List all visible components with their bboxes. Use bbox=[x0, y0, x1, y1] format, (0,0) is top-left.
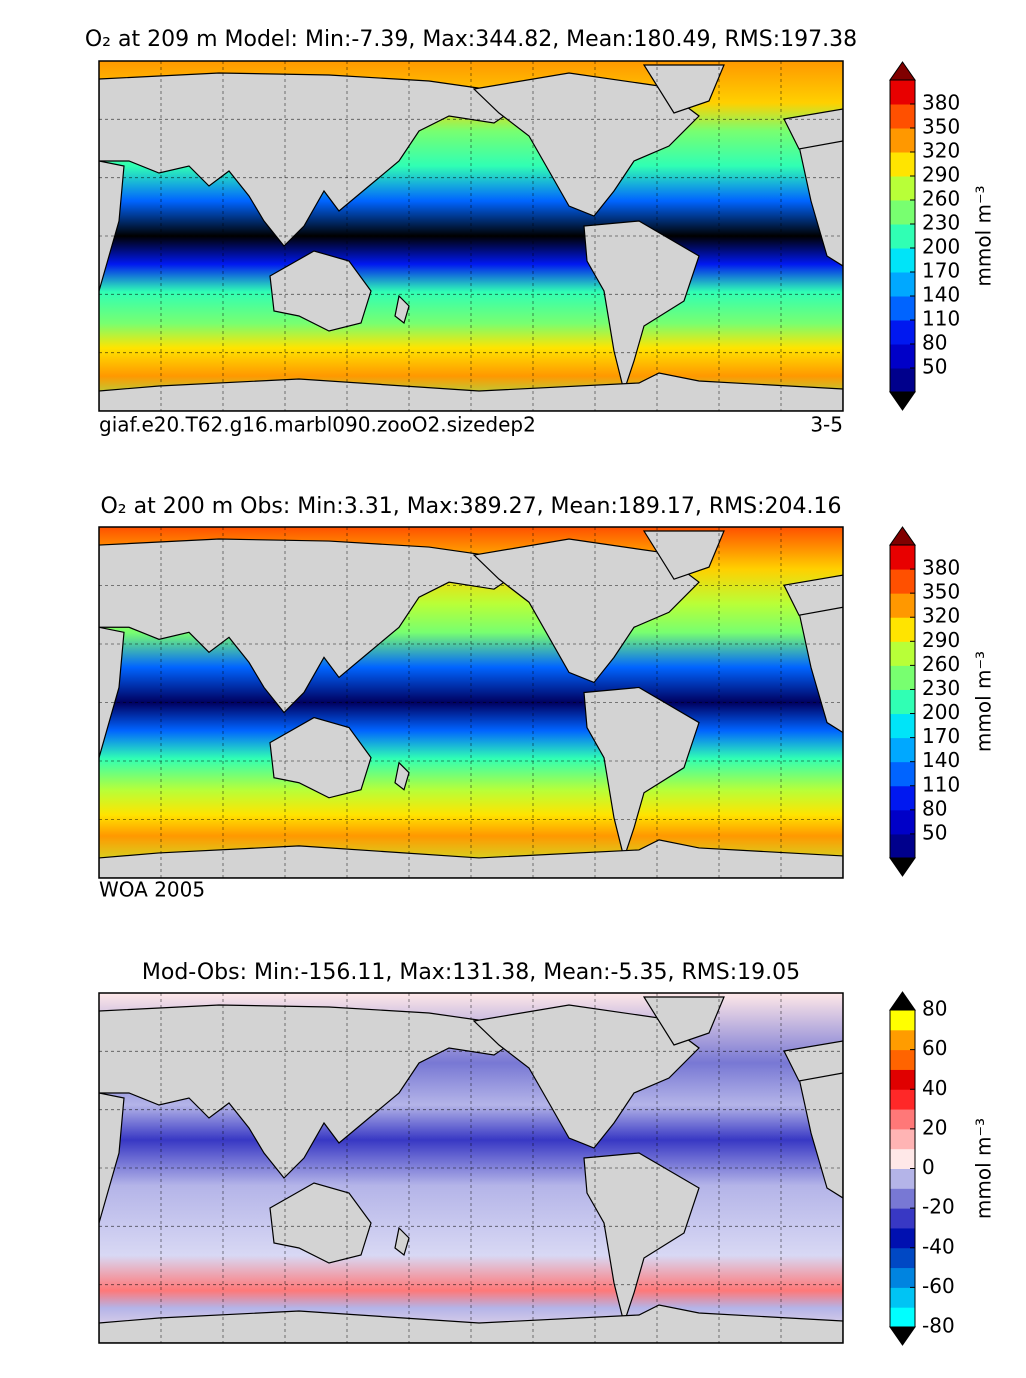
caption-right: 3-5 bbox=[810, 413, 843, 437]
colorbar-tick-label: 380 bbox=[922, 91, 960, 115]
colorbar-band bbox=[890, 737, 915, 763]
colorbar-tick-label: 110 bbox=[922, 772, 960, 796]
colorbar-tick-label: 380 bbox=[922, 556, 960, 580]
colorbar-band bbox=[890, 545, 915, 570]
colorbar-tick-label: -40 bbox=[922, 1234, 955, 1258]
colorbar-extend-high bbox=[889, 991, 916, 1011]
colorbar-band bbox=[890, 1227, 915, 1249]
caption-left: giaf.e20.T62.g16.marbl090.zooO2.sizedep2 bbox=[99, 413, 536, 437]
colorbar-tick-label: 20 bbox=[922, 1115, 947, 1139]
colorbar-band bbox=[890, 128, 915, 153]
colorbar-band bbox=[890, 617, 915, 642]
colorbar-band bbox=[890, 272, 915, 297]
colorbar-tick-label: 50 bbox=[922, 355, 947, 379]
colorbar-tick-label: 200 bbox=[922, 235, 960, 259]
colorbar-band bbox=[890, 1109, 915, 1130]
colorbar-tick-label: 110 bbox=[922, 307, 960, 331]
colorbar-label: mmol m⁻³ bbox=[972, 1118, 996, 1219]
colorbar-band bbox=[890, 1267, 915, 1288]
colorbar-tick-label: 140 bbox=[922, 283, 960, 307]
colorbar-band bbox=[890, 296, 915, 321]
colorbar-band bbox=[890, 248, 915, 273]
colorbar-tick-label: 60 bbox=[922, 1036, 947, 1060]
colorbar-tick-label: 290 bbox=[922, 628, 960, 652]
map-frame bbox=[98, 992, 844, 1344]
colorbar-band bbox=[890, 1307, 915, 1328]
colorbar-tick-label: 170 bbox=[922, 259, 960, 283]
colorbar-band bbox=[890, 1089, 915, 1110]
colorbar-band bbox=[890, 1287, 915, 1308]
colorbar-band bbox=[890, 809, 915, 835]
colorbar-band bbox=[890, 1069, 915, 1090]
colorbar-band bbox=[890, 224, 915, 249]
colorbar-extend-low bbox=[889, 1326, 916, 1346]
colorbar-tick-label: 230 bbox=[922, 676, 960, 700]
panel-title: Mod-Obs: Min:-156.11, Max:131.38, Mean:-… bbox=[142, 960, 800, 985]
colorbar-extend-high bbox=[889, 61, 916, 81]
colorbar-frame bbox=[889, 79, 916, 393]
colorbar-band bbox=[890, 1148, 915, 1169]
colorbar-band bbox=[890, 1188, 915, 1209]
colorbar-label: mmol m⁻³ bbox=[972, 651, 996, 752]
map-frame bbox=[98, 60, 844, 412]
colorbar-tick-label: 320 bbox=[922, 139, 960, 163]
colorbar-tick-label: 140 bbox=[922, 748, 960, 772]
colorbar-band bbox=[890, 833, 915, 859]
colorbar-extend-high bbox=[889, 526, 916, 546]
colorbar-band bbox=[890, 641, 915, 666]
colorbar-tick-label: 260 bbox=[922, 652, 960, 676]
colorbar-band bbox=[890, 569, 915, 594]
colorbar-tick-label: 50 bbox=[922, 820, 947, 844]
colorbar-extend-low bbox=[889, 391, 916, 411]
colorbar-extend-low bbox=[889, 857, 916, 877]
colorbar-tick-label: -80 bbox=[922, 1314, 955, 1338]
colorbar-tick-label: 350 bbox=[922, 580, 960, 604]
colorbar-tick-label: 200 bbox=[922, 700, 960, 724]
colorbar-tick-label: -20 bbox=[922, 1195, 955, 1219]
map-frame bbox=[98, 526, 844, 879]
colorbar-tick-label: 260 bbox=[922, 187, 960, 211]
colorbar-band bbox=[890, 761, 915, 787]
colorbar-band bbox=[890, 1029, 915, 1051]
colorbar-band bbox=[890, 152, 915, 177]
colorbar-band bbox=[890, 104, 915, 129]
colorbar-band bbox=[890, 1247, 915, 1269]
colorbar-band bbox=[890, 1168, 915, 1189]
colorbar-tick-label: 350 bbox=[922, 115, 960, 139]
colorbar-band bbox=[890, 80, 915, 105]
colorbar-band bbox=[890, 368, 915, 393]
colorbar-band bbox=[890, 320, 915, 345]
colorbar-frame bbox=[889, 544, 916, 859]
colorbar-tick-label: 0 bbox=[922, 1155, 935, 1179]
colorbar-band bbox=[890, 689, 915, 715]
colorbar-band bbox=[890, 1049, 915, 1070]
colorbar-band bbox=[890, 344, 915, 369]
colorbar-tick-label: 40 bbox=[922, 1076, 947, 1100]
colorbar-tick-label: 320 bbox=[922, 604, 960, 628]
colorbar-band bbox=[890, 1128, 915, 1150]
caption-left: WOA 2005 bbox=[99, 878, 205, 902]
colorbar-band bbox=[890, 785, 915, 811]
colorbar-tick-label: 230 bbox=[922, 211, 960, 235]
colorbar-band bbox=[890, 593, 915, 618]
colorbar-label: mmol m⁻³ bbox=[972, 185, 996, 286]
colorbar-band bbox=[890, 1208, 915, 1229]
colorbar-band bbox=[890, 1010, 915, 1031]
colorbar-band bbox=[890, 665, 915, 690]
colorbar-tick-label: 170 bbox=[922, 724, 960, 748]
colorbar-tick-label: -60 bbox=[922, 1274, 955, 1298]
colorbar-band bbox=[890, 713, 915, 739]
colorbar-tick-label: 80 bbox=[922, 796, 947, 820]
panel-title: O₂ at 209 m Model: Min:-7.39, Max:344.82… bbox=[85, 27, 857, 52]
colorbar-band bbox=[890, 176, 915, 201]
colorbar-tick-label: 290 bbox=[922, 163, 960, 187]
colorbar-tick-label: 80 bbox=[922, 331, 947, 355]
colorbar-band bbox=[890, 200, 915, 225]
colorbar-tick-label: 80 bbox=[922, 997, 947, 1021]
panel-title: O₂ at 200 m Obs: Min:3.31, Max:389.27, M… bbox=[100, 494, 841, 519]
